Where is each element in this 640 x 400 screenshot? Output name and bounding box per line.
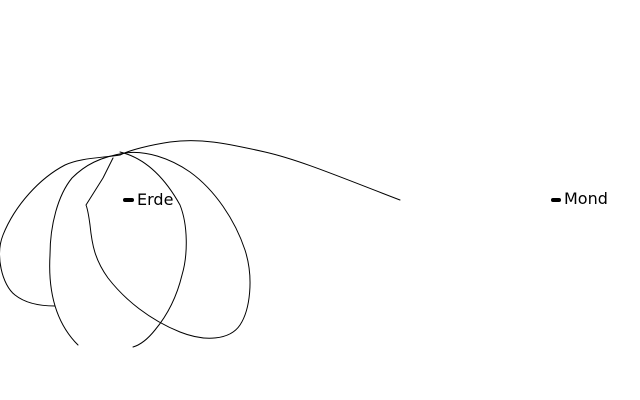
moon-marker [551, 198, 561, 202]
trajectory-path-loop-2 [119, 151, 187, 348]
earth-label: Erde [137, 190, 173, 209]
trajectory-path [0, 140, 401, 307]
trajectory-path-loop-1 [49, 151, 251, 346]
moon-label: Mond [564, 189, 608, 208]
earth-marker [123, 198, 134, 202]
